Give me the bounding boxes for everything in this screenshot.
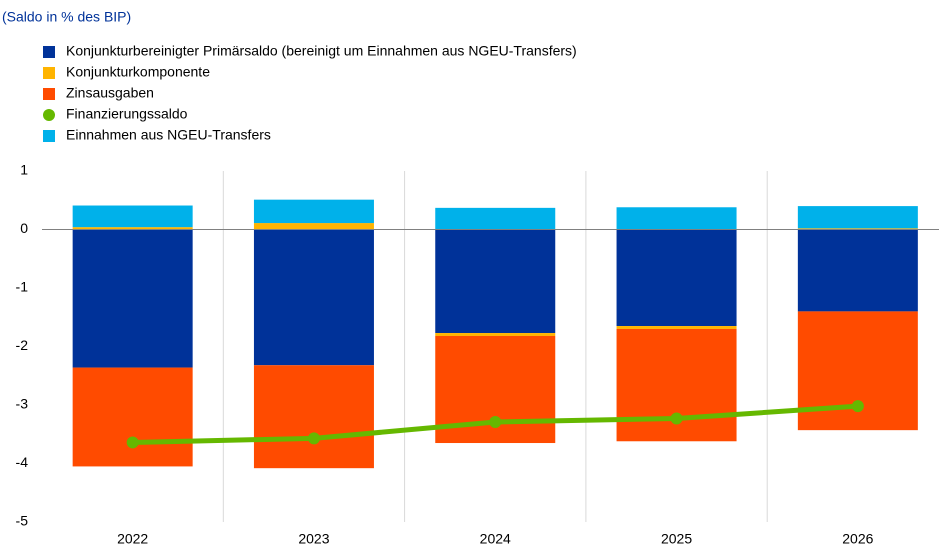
bar-segment	[253, 199, 374, 224]
y-tick-label: -5	[16, 513, 29, 529]
legend-label: Einnahmen aus NGEU-Transfers	[66, 127, 271, 143]
bar-segment	[616, 326, 737, 329]
bar-segment	[797, 311, 918, 431]
y-tick-label: -4	[16, 454, 29, 470]
bar-segment	[435, 207, 556, 230]
y-tick-label: 0	[20, 220, 28, 236]
bar-segment	[253, 223, 374, 230]
legend-label: Zinsausgaben	[66, 85, 154, 101]
bar-segment	[253, 365, 374, 469]
x-tick-label: 2026	[842, 531, 873, 547]
bar-segment	[72, 367, 193, 467]
chart-title: (Saldo in % des BIP)	[2, 9, 131, 25]
bar-segment	[72, 205, 193, 228]
bar-segment	[253, 229, 374, 366]
y-tick-label: -3	[16, 396, 29, 412]
y-tick-label: 1	[20, 162, 28, 178]
y-tick-label: -2	[16, 337, 29, 353]
bar-segment	[435, 229, 556, 334]
line-point	[126, 436, 139, 449]
bar-segment	[72, 227, 193, 230]
x-tick-label: 2024	[480, 531, 511, 547]
bar-segment	[797, 229, 918, 312]
bar-segment	[72, 229, 193, 368]
x-tick-label: 2023	[298, 531, 329, 547]
legend-label: Konjunkturbereinigter Primärsaldo (berei…	[66, 43, 577, 59]
legend-swatch	[43, 67, 55, 79]
bar-segment	[797, 206, 918, 229]
bar-segment	[616, 207, 737, 230]
legend-label: Konjunkturkomponente	[66, 64, 210, 80]
line-point	[489, 415, 502, 428]
bar-segment	[616, 229, 737, 327]
legend-swatch	[43, 130, 55, 142]
x-tick-label: 2022	[117, 531, 148, 547]
line-point	[307, 432, 320, 445]
x-tick-label: 2025	[661, 531, 692, 547]
legend-swatch	[43, 88, 55, 100]
bar-segment	[797, 228, 918, 230]
legend-marker	[43, 109, 55, 121]
bar-segment	[435, 333, 556, 336]
line-point	[851, 400, 864, 413]
line-point	[670, 412, 683, 425]
legend-swatch	[43, 46, 55, 58]
legend-label: Finanzierungssaldo	[66, 106, 188, 122]
y-tick-label: -1	[16, 279, 29, 295]
